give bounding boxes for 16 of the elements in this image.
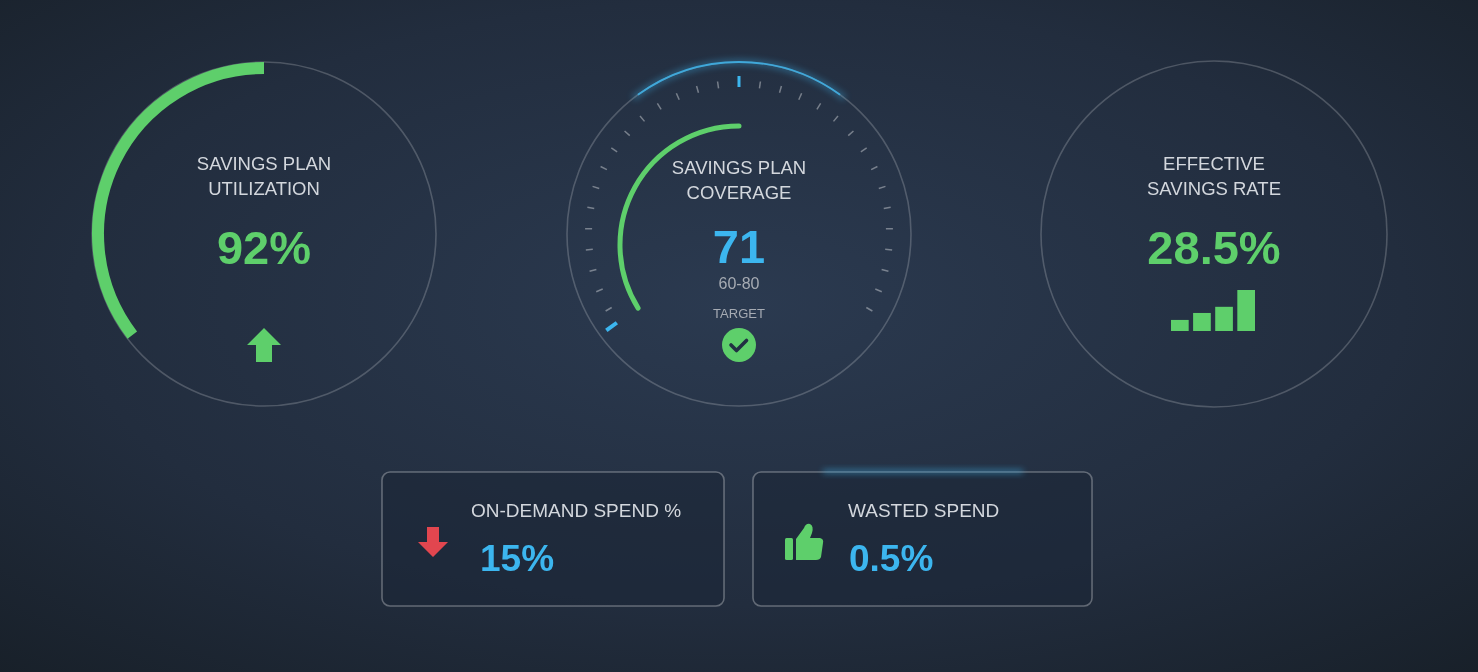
- bar: [1215, 306, 1233, 331]
- text: 60-80: [718, 275, 760, 292]
- text: 92%: [216, 221, 312, 274]
- text: 28.5%: [1147, 221, 1281, 274]
- text: WASTED SPEND: [848, 500, 1000, 521]
- text: ON-DEMAND SPEND %: [471, 500, 682, 521]
- bar: [1193, 312, 1211, 331]
- text: 71: [712, 220, 766, 273]
- bar: [1237, 290, 1255, 331]
- text: 15%: [480, 538, 555, 579]
- bar: [1171, 319, 1189, 331]
- text: SAVINGS PLAN UTILIZATION: [196, 153, 332, 199]
- text: 0.5%: [849, 538, 934, 579]
- text: TARGET: [713, 306, 765, 321]
- text: EFFECTIVE SAVINGS RATE: [1147, 153, 1281, 199]
- text: SAVINGS PLAN COVERAGE: [671, 157, 807, 203]
